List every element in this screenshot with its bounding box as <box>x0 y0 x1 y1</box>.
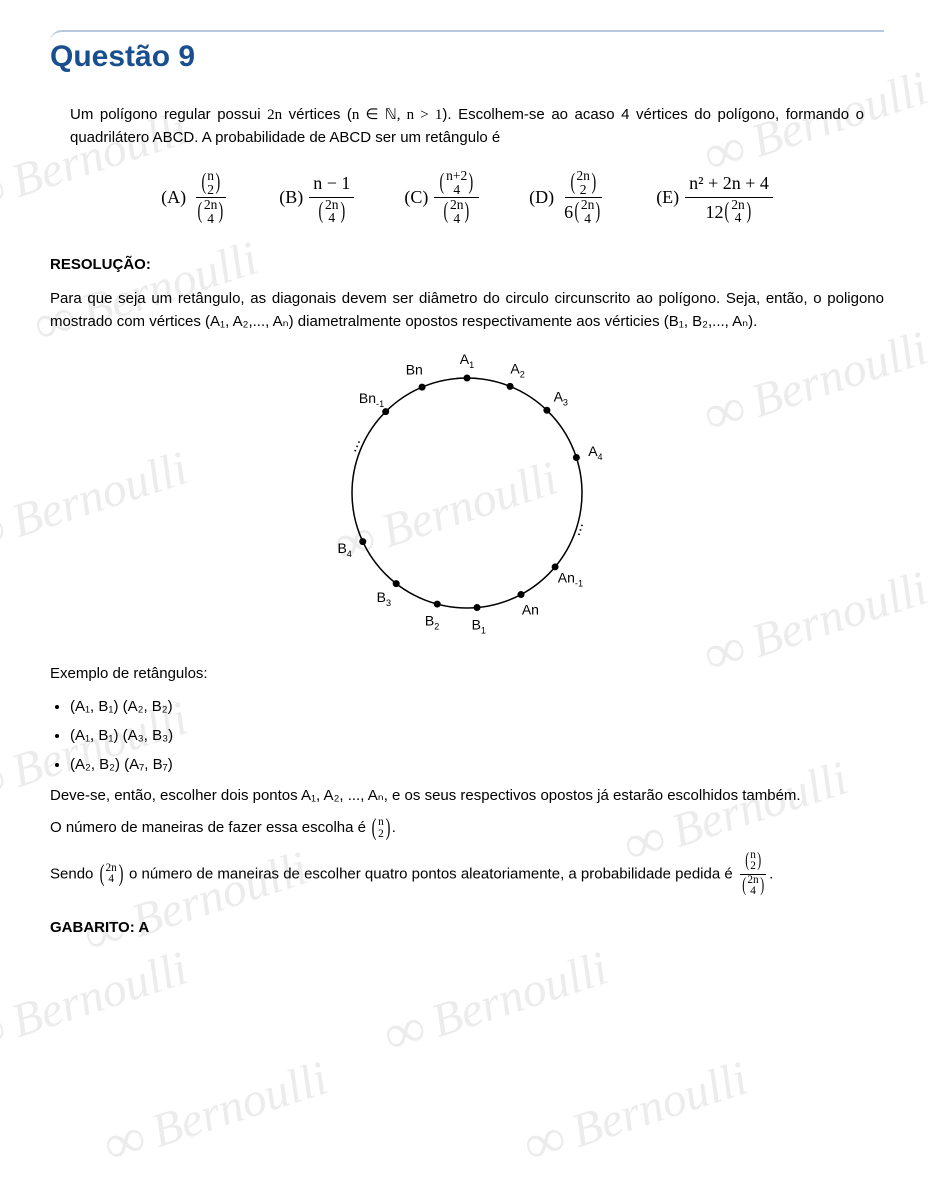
examples-header: Exemplo de retângulos: <box>50 663 884 686</box>
svg-text:B4: B4 <box>337 540 351 559</box>
para3: O número de maneiras de fazer essa escol… <box>50 817 884 840</box>
svg-text:A4: A4 <box>588 443 602 462</box>
svg-text:B3: B3 <box>377 589 391 608</box>
title-wrap: Questão 9 <box>50 30 884 74</box>
para2: Deve-se, então, escolher dois pontos A₁,… <box>50 785 884 808</box>
d-nt: 2n <box>576 169 590 183</box>
b-db: 4 <box>328 211 335 225</box>
q-cond: n ∈ ℕ, n > 1 <box>352 107 442 123</box>
q-pre: Um polígono regular possui <box>70 106 267 123</box>
p4-pre: Sendo <box>50 865 98 882</box>
svg-text:Bn: Bn <box>406 362 423 378</box>
opt-d-label: (D) <box>529 184 554 211</box>
p3-bt: n <box>378 817 384 828</box>
p4b1-b: 4 <box>108 874 114 885</box>
resolution-p1: Para que seja um retângulo, as diagonais… <box>50 288 884 333</box>
p4-mid: o número de maneiras de escolher quatro … <box>129 865 737 882</box>
option-d: (D) (2n2) 6(2n4) <box>529 169 606 226</box>
svg-text:⋯: ⋯ <box>346 437 366 456</box>
c-db: 4 <box>453 212 460 226</box>
d-pre: 6 <box>564 202 573 222</box>
c-nb: 4 <box>453 183 460 197</box>
question-title: Questão 9 <box>50 40 884 74</box>
svg-text:A2: A2 <box>510 361 524 380</box>
p4f-db: 4 <box>750 886 756 897</box>
p3-bb: 2 <box>378 829 384 840</box>
example-item: (A₁, B₁) (A₂, B₂) <box>70 698 884 715</box>
svg-text:Bn-1: Bn-1 <box>359 390 384 409</box>
option-e: (E) n² + 2n + 4 12(2n4) <box>656 170 773 226</box>
d-nb: 2 <box>580 183 587 197</box>
e-dt: 2n <box>731 198 745 212</box>
examples-list: (A₁, B₁) (A₂, B₂) (A₁, B₁) (A₃, B₃) (A₂, B… <box>70 698 884 773</box>
p3-pre: O número de maneiras de fazer essa escol… <box>50 820 370 837</box>
question-body: Um polígono regular possui 2n vértices (… <box>50 104 884 226</box>
a-nt: n <box>207 169 214 183</box>
options-row: (A) (n2) (2n4) (B) n − 1 (2n4) (C) (n+24… <box>70 169 864 226</box>
svg-text:A3: A3 <box>554 389 568 408</box>
d-db: 4 <box>584 212 591 226</box>
gabarito: GABARITO: A <box>50 919 884 936</box>
para4: Sendo (2n4) o número de maneiras de esco… <box>50 850 884 899</box>
opt-c-label: (C) <box>404 184 428 211</box>
opt-b-label: (B) <box>279 184 303 211</box>
e-pre: 12 <box>705 202 723 222</box>
svg-text:An: An <box>522 602 539 618</box>
example-item: (A₁, B₁) (A₃, B₃) <box>70 727 884 744</box>
a-nb: 2 <box>207 183 214 197</box>
opt-a-label: (A) <box>161 184 186 211</box>
q-mid: vértices ( <box>282 106 352 123</box>
svg-text:A1: A1 <box>460 353 474 370</box>
svg-text:B1: B1 <box>472 617 486 636</box>
e-num: n² + 2n + 4 <box>685 170 773 198</box>
example-item: (A₂, B₂) (A₇, B₇) <box>70 756 884 773</box>
svg-text:B2: B2 <box>425 613 439 632</box>
option-b: (B) n − 1 (2n4) <box>279 170 354 226</box>
d-dt: 2n <box>581 198 595 212</box>
b-num: n − 1 <box>309 170 354 198</box>
resolution-header: RESOLUÇÃO: <box>50 256 884 273</box>
question-text: Um polígono regular possui 2n vértices (… <box>70 104 864 149</box>
option-c: (C) (n+24) (2n4) <box>404 169 479 226</box>
e-db: 4 <box>735 211 742 225</box>
opt-e-label: (E) <box>656 184 679 211</box>
c-nt: n+2 <box>446 169 467 183</box>
q-math1: 2n <box>267 107 282 123</box>
svg-text:⋯: ⋯ <box>571 521 591 539</box>
p4f-nb: 2 <box>750 861 756 872</box>
option-a: (A) (n2) (2n4) <box>161 169 229 226</box>
a-db: 4 <box>207 212 214 226</box>
b-dt: 2n <box>325 198 339 212</box>
svg-text:An-1: An-1 <box>558 570 583 589</box>
circle-diagram: A1 A2 A3 A4 An-1 ⋯ An B1 B2 B3 B4 Bn-1 ⋯ Bn <box>50 353 884 643</box>
c-dt: 2n <box>450 198 464 212</box>
a-dt: 2n <box>204 198 218 212</box>
circle-svg: A1 A2 A3 A4 An-1 ⋯ An B1 B2 B3 B4 Bn-1 ⋯ Bn <box>307 353 627 643</box>
